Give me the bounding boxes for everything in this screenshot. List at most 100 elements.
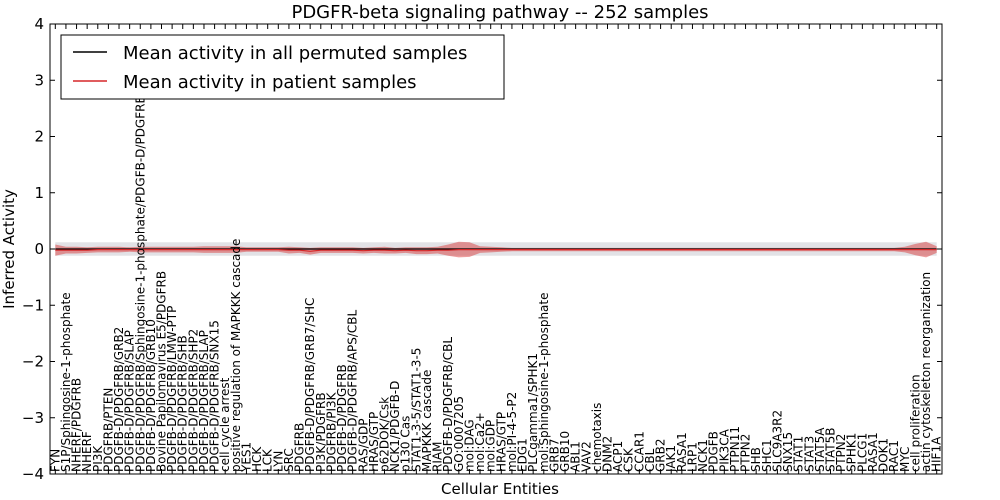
x-tick-label: ABL1 <box>569 441 583 472</box>
x-tick-label: actin cytoskeleton reorganization <box>919 272 933 472</box>
x-tick-label: LRP1 <box>685 442 699 472</box>
x-tick-label: NHERF <box>80 431 94 472</box>
x-tick-label: PI3K <box>91 445 105 472</box>
x-tick-label: PDGFB-D/PDGFRB/GRB10 <box>144 319 158 472</box>
x-tick-label: EDG1 <box>516 438 530 472</box>
x-tick-label: PDGFB-D/PDGFRB/LMW-PTP <box>165 306 179 472</box>
x-tick-label: STAT3 <box>802 436 816 472</box>
y-tick-label: 1 <box>34 184 44 202</box>
x-tick-label: SNX15 <box>781 432 795 472</box>
x-tick-label: GRB7 <box>547 438 561 472</box>
x-tick-label: FYN <box>48 449 62 472</box>
x-tick-label: RASA1 <box>675 432 689 472</box>
x-tick-label: CBL <box>643 448 657 472</box>
y-tick-label: −2 <box>22 353 44 371</box>
legend-label-0: Mean activity in all permuted samples <box>123 43 467 64</box>
x-tick-label: NCK1 <box>696 439 710 472</box>
x-tick-label: PDGFB-D/PDGFRB/Sphingosine-1-phosphate/P… <box>133 95 147 472</box>
series-line-1 <box>55 249 937 252</box>
x-tick-label: PDGFRB <box>293 423 307 472</box>
x-tick-label: mol:DAG <box>462 419 476 472</box>
legend: Mean activity in all permuted samples Mea… <box>60 34 505 100</box>
x-tick-label: YES1 <box>239 442 253 473</box>
y-tick-label: −1 <box>22 296 44 314</box>
x-tick-label: PDGFRB/PTEN <box>101 388 115 472</box>
x-tick-label: NHERF/PDGFRB <box>70 378 84 472</box>
x-tick-label: PDGFB-D/PDGFRB/SNX15 <box>208 320 222 472</box>
x-tick-label: PTPN2 <box>834 434 848 472</box>
chart-title: PDGFR-beta signaling pathway -- 252 samp… <box>291 2 708 23</box>
x-tick-label: JAK1 <box>664 445 678 473</box>
x-tick-label: CSK <box>622 447 636 472</box>
x-tick-label: SLC9A3R2 <box>770 410 784 472</box>
x-tick-label: ACP1 <box>611 441 625 472</box>
x-tick-label: PDGFB-D/PDGFRB/SLAP <box>123 330 137 472</box>
x-tick-label: cell proliferation <box>908 374 922 472</box>
x-tick-label: PI3K/PDGFRB <box>314 392 328 472</box>
x-tick-label: PLCG1 <box>855 433 869 472</box>
y-tick-label: 3 <box>34 71 44 89</box>
x-tick-label: CCAR1 <box>632 431 646 472</box>
x-tick-label: SHB <box>749 447 763 472</box>
x-tick-label: HCK <box>250 446 264 472</box>
x-tick-label: STAT1 <box>792 436 806 472</box>
x-tick-label: GRB2 <box>654 438 668 472</box>
x-tick-label: mol:PI-4-5-P2 <box>505 392 519 472</box>
plot-area: 4 3 2 1 0 −1 −2 −3 −4 FYNS1P/Sphingosine-1-phosph… <box>22 15 944 483</box>
y-tick-label: 0 <box>34 240 44 258</box>
legend-label-1: Mean activity in patient samples <box>123 72 417 93</box>
x-tick-label: Bovine Papilomavirus E5/PDGFRB <box>155 271 169 472</box>
x-tick-label: RAS/GDP <box>356 419 370 473</box>
y-axis-label: Inferred Activity <box>0 189 18 309</box>
y-tick-label: −4 <box>22 465 44 483</box>
x-tick-label: RAC1 <box>887 440 901 472</box>
x-tick-label: PDGFB-D/PDGFRB/GRB2 <box>112 327 126 472</box>
x-tick-label: PIK3CA <box>717 428 731 472</box>
x-tick-label: p130 Cas <box>399 416 413 472</box>
x-tick-label: MYC <box>898 447 912 472</box>
x-tick-label: MAPKKK cascade <box>420 370 434 472</box>
x-tick-label: HIF1A <box>930 436 944 472</box>
x-tick-label: mol:GDP <box>484 420 498 472</box>
x-tick-label: VAV2 <box>579 441 593 472</box>
x-tick-label: PDGFB-D/PDGFRB/SHP2 <box>186 329 200 472</box>
x-tick-label: NCK1/PDGFB-D <box>388 381 402 472</box>
x-tick-label: LCK <box>261 448 275 472</box>
x-tick-label: STAT1-3-5/STAT1-3-5 <box>409 348 423 472</box>
x-tick-label: PDGFB-D/PDGFRB/GRB7/SHC <box>303 298 317 472</box>
x-axis-label: Cellular Entities <box>441 480 559 498</box>
x-tick-label: PDGFB <box>707 431 721 472</box>
y-tick-label: −3 <box>22 409 44 427</box>
x-tick-label: chemotaxis <box>590 403 604 472</box>
x-tick-label: PDGFB-D/PDGFRB/CBL <box>441 337 455 472</box>
x-tick-label: DOK1 <box>877 438 891 472</box>
x-tick-label: DNM2 <box>601 436 615 472</box>
x-tick-label: STAT5A <box>813 427 827 472</box>
y-tick-label: 2 <box>34 128 44 146</box>
x-tick-label: PDGFB-D/PDGFRB/SLAP <box>197 330 211 472</box>
x-tick-label: SHC1 <box>760 439 774 472</box>
x-tick-label: STAT5B <box>824 428 838 473</box>
x-tick-label: cell cycle arrest <box>218 377 232 472</box>
x-tick-label: SRC <box>282 448 296 472</box>
x-tick-label: p62DOK/Csk <box>378 397 392 472</box>
x-tick-label: S1P/Sphingosine-1-phosphate <box>59 292 73 472</box>
x-tick-label: PDGFB-D/PDGFRB <box>335 364 349 472</box>
x-tick-label: mol:Ca2+ <box>473 412 487 472</box>
x-tick-label: PDGFRB/PI3K <box>324 391 338 472</box>
x-tick-label: PTPN2 <box>739 434 753 472</box>
x-tick-label: PTPN11 <box>728 426 742 472</box>
y-tick-label: 4 <box>34 15 44 33</box>
x-tick-label: HRAS/GTP <box>367 412 381 472</box>
x-tick-label: PLCgamma1/SPHK1 <box>526 353 540 472</box>
x-tick-label: GRB10 <box>558 431 572 472</box>
x-tick-label: GO:0007205 <box>452 396 466 472</box>
x-tick-label: SPHK1 <box>845 433 859 472</box>
legend-box <box>60 34 505 100</box>
x-tick-label: LYN <box>271 451 285 472</box>
x-tick-label: RASA1 <box>866 432 880 472</box>
x-tick-label: RIAM <box>431 442 445 472</box>
x-tick-label: PDGFB-D/PDGFRB/APS/CBL <box>346 309 360 472</box>
x-tick-label: mol:Sphingosine-1-phosphate <box>537 293 551 473</box>
